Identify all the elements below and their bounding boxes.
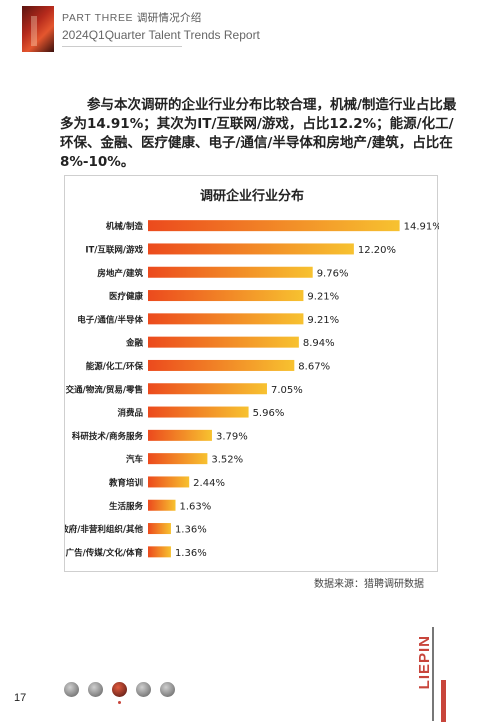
bar-13 bbox=[148, 499, 176, 511]
category-label: IT/互联网/游戏 bbox=[85, 244, 143, 255]
category-label: 机械/制造 bbox=[106, 221, 144, 232]
nav-thumbnail-4[interactable] bbox=[136, 682, 151, 697]
category-label: 交通/物流/贸易/零售 bbox=[66, 384, 143, 395]
data-label: 14.91% bbox=[404, 222, 439, 233]
data-label: 3.52% bbox=[211, 455, 243, 466]
bar-14 bbox=[148, 523, 171, 535]
data-source-note: 数据来源：猎聘调研数据 bbox=[314, 579, 424, 590]
chart-canvas: 调研企业行业分布 机械/制造 14.91% IT/互联网/游戏 12.20% 房地产/建… bbox=[65, 188, 439, 559]
data-label: 8.67% bbox=[298, 361, 330, 372]
header-title: PART THREE 调研情况介绍 bbox=[62, 10, 202, 25]
nav-thumbnail-5[interactable] bbox=[160, 682, 175, 697]
data-label: 9.21% bbox=[307, 292, 339, 303]
page-number: 17 bbox=[14, 692, 27, 704]
report-subtitle: 2024Q1Quarter Talent Trends Report bbox=[62, 28, 260, 42]
bar-12 bbox=[148, 476, 190, 488]
category-label: 电子/通信/半导体 bbox=[77, 314, 143, 325]
bar-11 bbox=[148, 453, 208, 465]
data-label: 3.79% bbox=[216, 431, 248, 442]
data-label: 12.20% bbox=[358, 245, 396, 256]
section-title: 调研情况介绍 bbox=[136, 12, 202, 24]
bar-15 bbox=[148, 546, 171, 558]
data-label: 8.94% bbox=[303, 338, 335, 349]
bar-5 bbox=[148, 313, 304, 325]
brand-accent-bar bbox=[441, 680, 446, 722]
industry-distribution-chart: 调研企业行业分布 机械/制造 14.91% IT/互联网/游戏 12.20% 房地产/建… bbox=[64, 175, 439, 572]
bar-1 bbox=[148, 220, 400, 232]
category-label: 能源/化工/环保 bbox=[86, 361, 144, 372]
category-label: 广告/传媒/文化/体育 bbox=[66, 547, 144, 558]
section-thumbnail-image bbox=[22, 6, 54, 52]
category-label: 金融 bbox=[125, 338, 144, 349]
nav-thumbnail-1[interactable] bbox=[64, 682, 79, 697]
bar-9 bbox=[148, 406, 249, 418]
category-label: 汽车 bbox=[126, 454, 144, 465]
bar-8 bbox=[148, 383, 267, 395]
intro-paragraph: 参与本次调研的企业行业分布比较合理，机械/制造行业占比最多为14.91%；其次为… bbox=[60, 97, 457, 170]
section-navigation bbox=[64, 682, 175, 704]
nav-thumbnail-2[interactable] bbox=[88, 682, 103, 697]
data-label: 1.63% bbox=[180, 501, 212, 512]
bar-6 bbox=[148, 336, 299, 348]
category-label: 政府/非营利组织/其他 bbox=[65, 524, 143, 535]
category-label: 教育培训 bbox=[108, 477, 144, 488]
data-label: 5.96% bbox=[253, 408, 285, 419]
header-divider bbox=[62, 46, 182, 47]
part-label: PART THREE bbox=[62, 12, 134, 24]
bar-3 bbox=[148, 266, 313, 278]
nav-thumbnail-3[interactable] bbox=[112, 682, 127, 704]
data-label: 9.76% bbox=[317, 268, 349, 279]
bar-2 bbox=[148, 243, 354, 255]
category-label: 生活服务 bbox=[109, 501, 144, 512]
category-label: 科研技术/商务服务 bbox=[72, 431, 144, 442]
brand-logo: LIEPIN bbox=[416, 635, 433, 690]
chart-title: 调研企业行业分布 bbox=[200, 188, 304, 204]
data-label: 7.05% bbox=[271, 385, 303, 396]
category-label: 房地产/建筑 bbox=[97, 268, 143, 279]
data-label: 9.21% bbox=[307, 315, 339, 326]
data-label: 1.36% bbox=[175, 525, 207, 536]
category-label: 消费品 bbox=[117, 408, 143, 419]
brand-divider-line bbox=[432, 627, 434, 721]
data-label: 2.44% bbox=[193, 478, 225, 489]
bar-7 bbox=[148, 359, 295, 371]
data-label: 1.36% bbox=[175, 548, 207, 559]
bar-4 bbox=[148, 290, 304, 302]
category-label: 医疗健康 bbox=[109, 291, 144, 302]
bar-10 bbox=[148, 429, 212, 441]
